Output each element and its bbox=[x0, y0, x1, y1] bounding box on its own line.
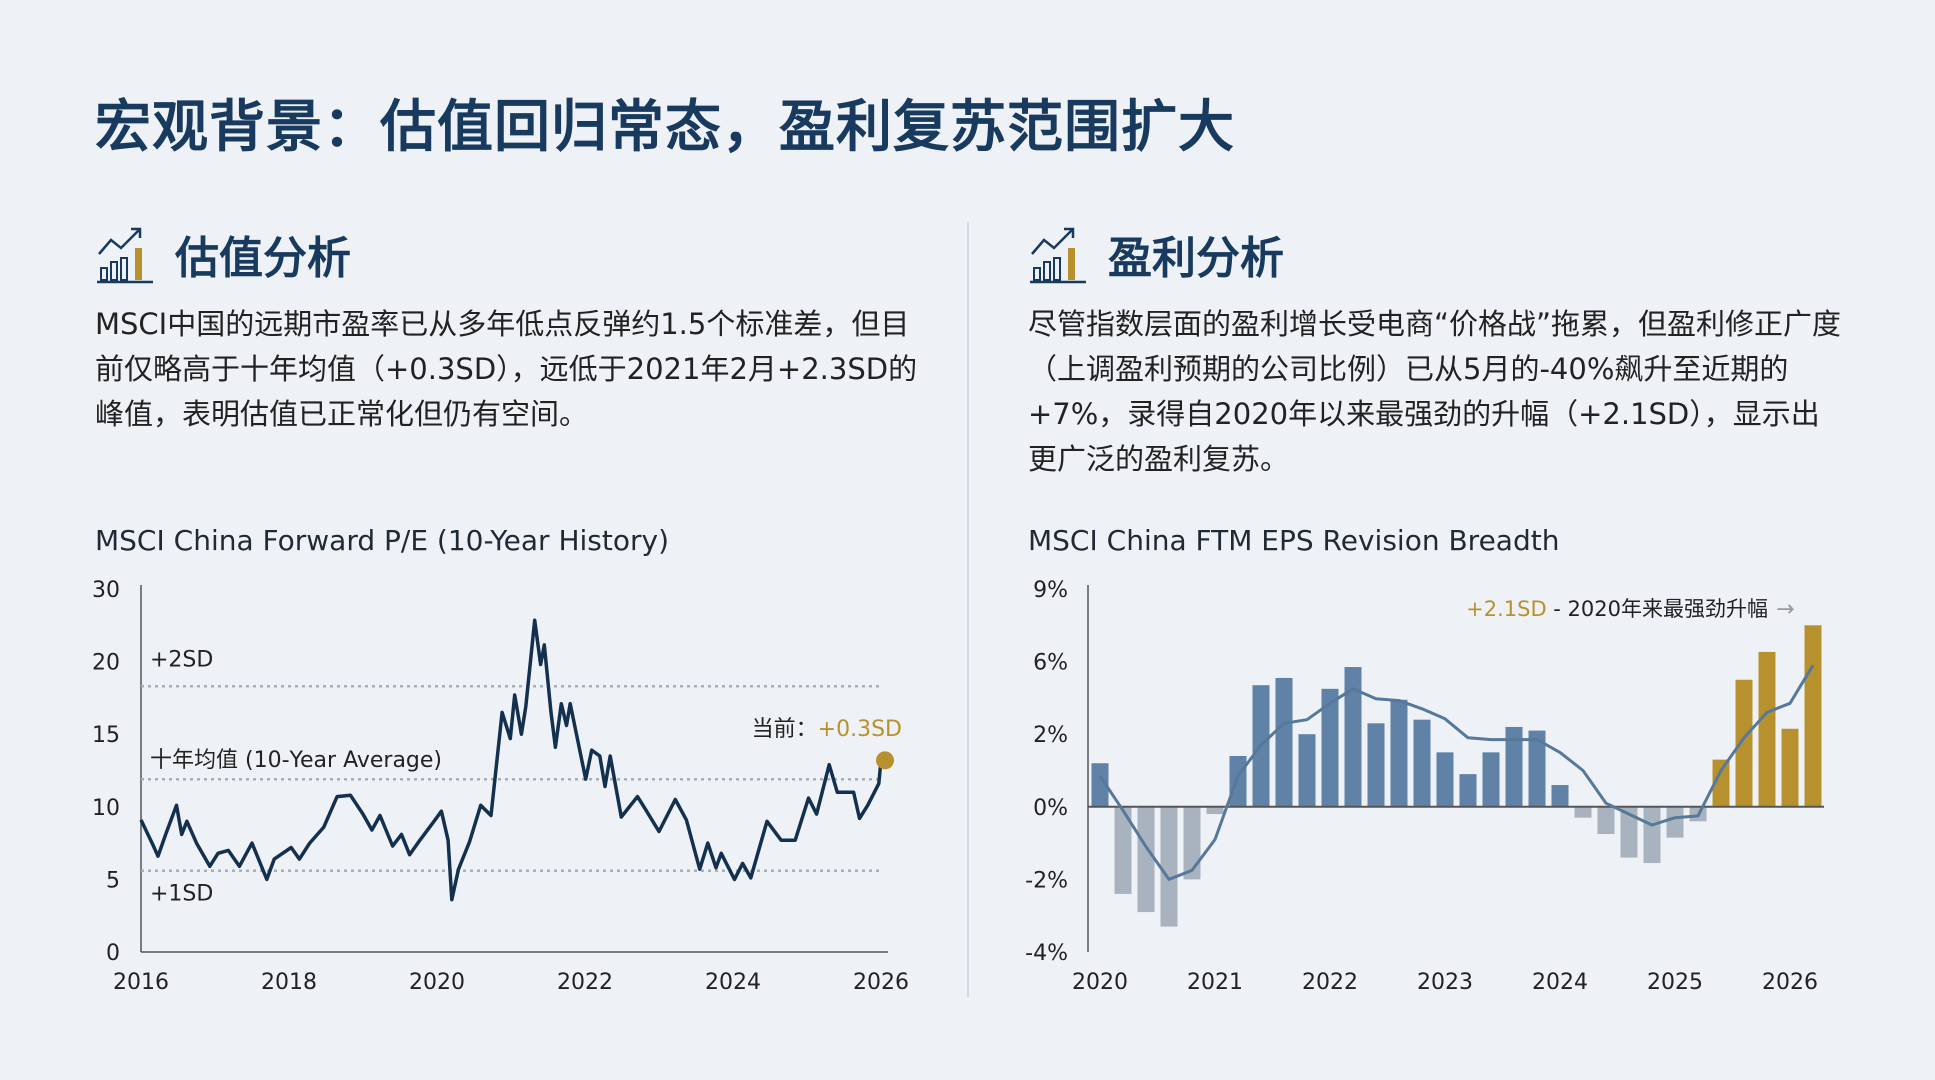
bar bbox=[1275, 677, 1293, 807]
bar bbox=[1551, 785, 1569, 807]
bar bbox=[1160, 806, 1178, 927]
bar bbox=[1528, 730, 1546, 807]
page-title: 宏观背景：估值回归常态，盈利复苏范围扩大 bbox=[95, 95, 1235, 160]
reference-line-label: +2SD bbox=[150, 647, 213, 672]
y-tick-label: -4% bbox=[1025, 941, 1068, 966]
y-tick-label: 5 bbox=[106, 868, 120, 893]
pe-line bbox=[139, 618, 883, 902]
bar bbox=[1413, 719, 1431, 807]
x-tick-label: 2026 bbox=[1762, 970, 1818, 995]
bar bbox=[1505, 726, 1523, 807]
column-divider bbox=[967, 222, 969, 997]
bar bbox=[1804, 625, 1822, 807]
bar bbox=[1229, 755, 1247, 807]
reference-line-label: 十年均值 (10-Year Average) bbox=[150, 748, 442, 773]
bar bbox=[1758, 651, 1776, 807]
bar bbox=[1137, 806, 1155, 913]
y-tick-label: 0 bbox=[106, 941, 120, 966]
x-tick-label: 2021 bbox=[1187, 970, 1243, 995]
x-tick-label: 2022 bbox=[1302, 970, 1358, 995]
bar bbox=[1574, 806, 1592, 818]
y-tick-label: -2% bbox=[1025, 868, 1068, 893]
growth-chart-icon bbox=[97, 227, 153, 284]
bar bbox=[1781, 728, 1799, 807]
bar bbox=[1367, 723, 1385, 807]
bar bbox=[1298, 734, 1316, 807]
y-tick-label: 6% bbox=[1033, 651, 1068, 676]
earnings-section-header: 盈利分析 bbox=[1028, 222, 1284, 286]
x-tick-label: 2025 bbox=[1647, 970, 1703, 995]
current-label-value: +0.3SD bbox=[818, 717, 902, 742]
y-tick-label: 20 bbox=[92, 651, 120, 676]
valuation-section-header: 估值分析 bbox=[95, 222, 351, 286]
x-tick-label: 2016 bbox=[113, 970, 169, 995]
pe-chart-title: MSCI China Forward P/E (10-Year History) bbox=[95, 524, 669, 557]
annotation: +2.1SD - 2020年来最强劲升幅 bbox=[1466, 597, 1768, 621]
x-tick-label: 2020 bbox=[1072, 970, 1128, 995]
eps-chart-title: MSCI China FTM EPS Revision Breadth bbox=[1028, 524, 1560, 557]
bar bbox=[1735, 679, 1753, 807]
x-tick-label: 2024 bbox=[1532, 970, 1588, 995]
arrow-right-icon: → bbox=[1776, 597, 1794, 622]
y-tick-label: 15 bbox=[92, 723, 120, 748]
bar bbox=[1482, 752, 1500, 807]
bar bbox=[1114, 806, 1132, 894]
x-tick-label: 2026 bbox=[853, 970, 909, 995]
y-tick-label: 9% bbox=[1033, 578, 1068, 603]
bar bbox=[1436, 752, 1454, 807]
bar bbox=[1459, 774, 1477, 807]
x-tick-label: 2018 bbox=[261, 970, 317, 995]
earnings-heading: 盈利分析 bbox=[1108, 233, 1284, 284]
valuation-paragraph: MSCI中国的远期市盈率已从多年低点反弹约1.5个标准差，但目前仅略高于十年均值… bbox=[95, 307, 918, 431]
annotation-text: - 2020年来最强劲升幅 bbox=[1547, 597, 1768, 621]
bar bbox=[1206, 806, 1224, 815]
annotation-highlight: +2.1SD bbox=[1466, 597, 1547, 621]
bar bbox=[1321, 688, 1339, 807]
moving-average-line bbox=[1098, 664, 1815, 881]
bar bbox=[1183, 806, 1201, 880]
bar bbox=[1390, 699, 1408, 807]
reference-line-label: +1SD bbox=[150, 882, 213, 907]
x-tick-label: 2023 bbox=[1417, 970, 1473, 995]
x-tick-label: 2020 bbox=[409, 970, 465, 995]
y-tick-label: 0% bbox=[1033, 796, 1068, 821]
y-tick-label: 30 bbox=[92, 578, 120, 603]
x-tick-label: 2024 bbox=[705, 970, 761, 995]
y-tick-label: 10 bbox=[92, 796, 120, 821]
x-tick-label: 2022 bbox=[557, 970, 613, 995]
valuation-heading: 估值分析 bbox=[175, 233, 351, 284]
bar bbox=[1712, 759, 1730, 807]
bar bbox=[1643, 806, 1661, 864]
y-tick-label: 2% bbox=[1033, 723, 1068, 748]
growth-chart-icon bbox=[1030, 227, 1086, 284]
current-marker-label: 当前：+0.3SD bbox=[752, 717, 902, 742]
current-marker bbox=[876, 751, 894, 770]
bar bbox=[1597, 806, 1615, 835]
bar bbox=[1666, 806, 1684, 838]
current-label-prefix: 当前： bbox=[752, 717, 818, 742]
bar bbox=[1091, 763, 1109, 807]
bar bbox=[1344, 667, 1362, 807]
bar bbox=[1620, 806, 1638, 858]
earnings-paragraph: 尽管指数层面的盈利增长受电商“价格战”拖累，但盈利修正广度（上调盈利预期的公司比… bbox=[1028, 307, 1842, 476]
